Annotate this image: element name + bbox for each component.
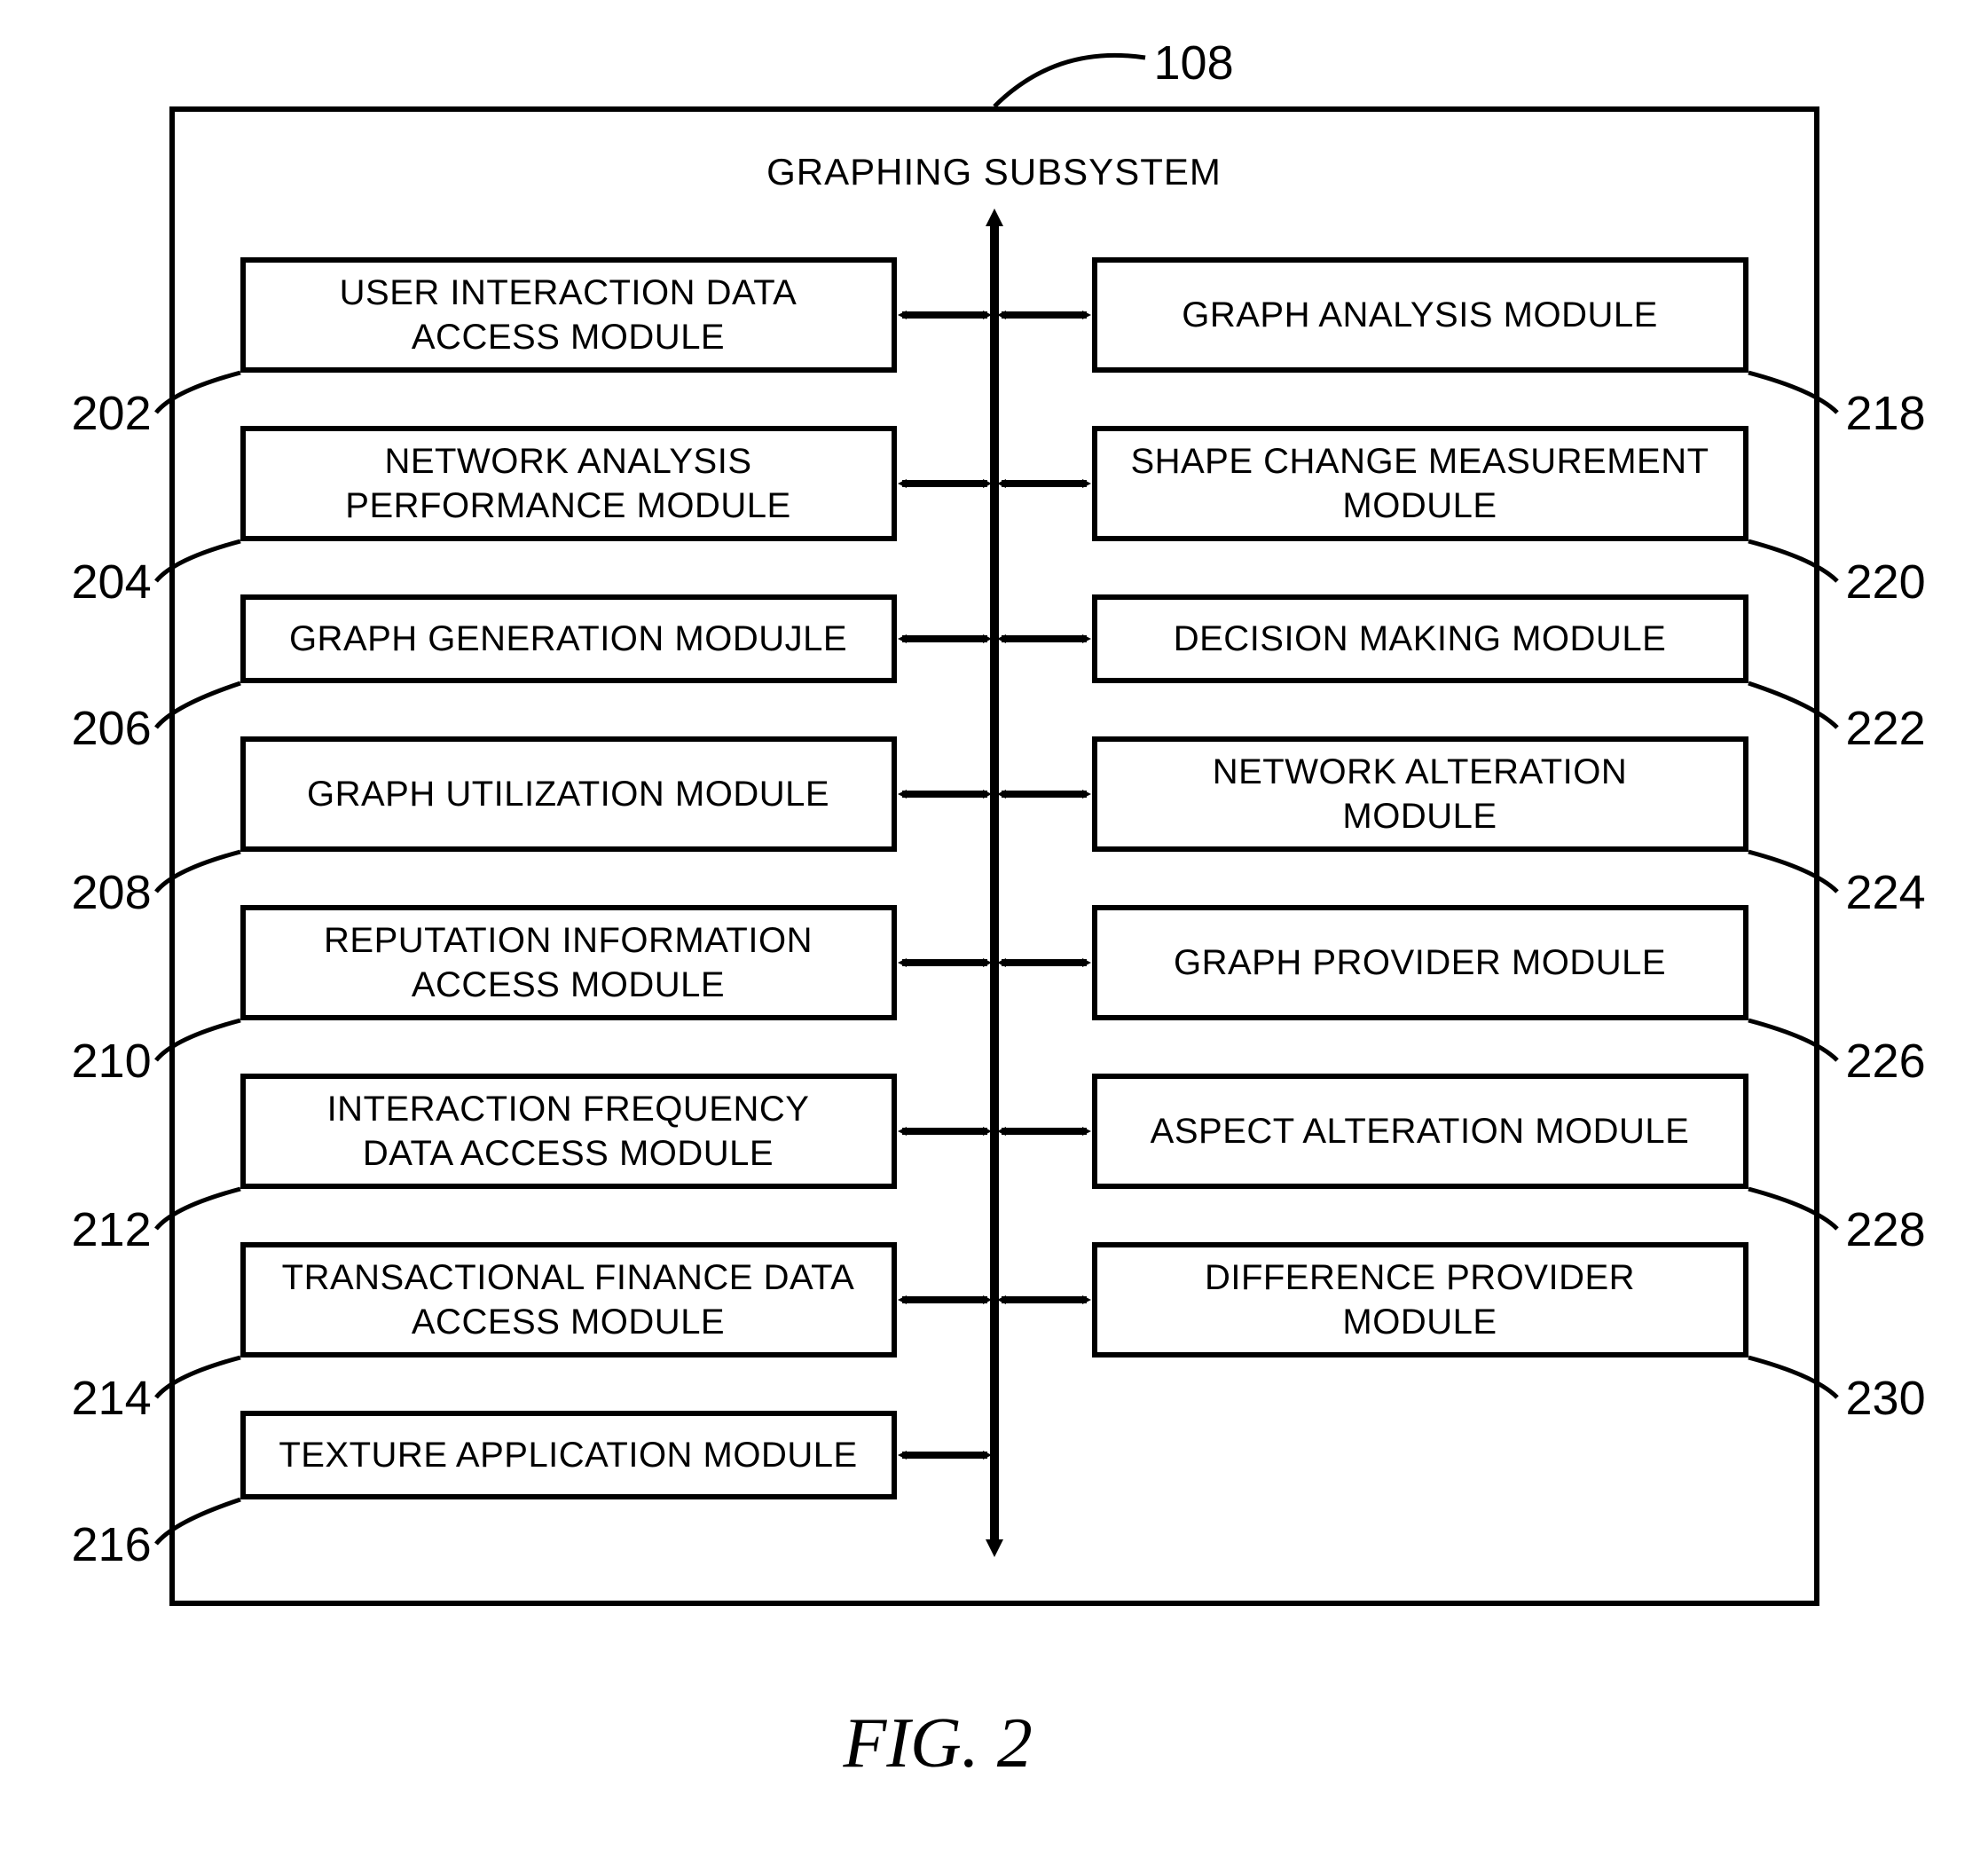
subsystem-title: GRAPHING SUBSYSTEM bbox=[640, 151, 1349, 193]
ref-210: 210 bbox=[72, 1034, 152, 1089]
module-user-interaction-data-access: USER INTERACTION DATAACCESS MODULE bbox=[240, 257, 897, 373]
module-texture-application: TEXTURE APPLICATION MODULE bbox=[240, 1411, 897, 1499]
module-interaction-frequency-data-access: INTERACTION FREQUENCYDATA ACCESS MODULE bbox=[240, 1074, 897, 1189]
ref-212: 212 bbox=[72, 1202, 152, 1257]
ref-228: 228 bbox=[1846, 1202, 1926, 1257]
diagram-canvas: GRAPHING SUBSYSTEM USER INTERACTION DATA… bbox=[36, 35, 1953, 1837]
ref-108: 108 bbox=[1154, 35, 1234, 91]
ref-204: 204 bbox=[72, 555, 152, 610]
figure-caption: FIG. 2 bbox=[844, 1704, 1033, 1784]
ref-208: 208 bbox=[72, 865, 152, 920]
module-transactional-finance-data-access: TRANSACTIONAL FINANCE DATAACCESS MODULE bbox=[240, 1242, 897, 1358]
module-aspect-alteration: ASPECT ALTERATION MODULE bbox=[1092, 1074, 1748, 1189]
ref-218: 218 bbox=[1846, 386, 1926, 441]
module-network-alteration: NETWORK ALTERATIONMODULE bbox=[1092, 736, 1748, 852]
ref-206: 206 bbox=[72, 701, 152, 756]
module-decision-making: DECISION MAKING MODULE bbox=[1092, 594, 1748, 683]
ref-202: 202 bbox=[72, 386, 152, 441]
module-reputation-information-access: REPUTATION INFORMATIONACCESS MODULE bbox=[240, 905, 897, 1020]
module-network-analysis-performance: NETWORK ANALYSISPERFORMANCE MODULE bbox=[240, 426, 897, 541]
module-graph-analysis: GRAPH ANALYSIS MODULE bbox=[1092, 257, 1748, 373]
module-graph-provider: GRAPH PROVIDER MODULE bbox=[1092, 905, 1748, 1020]
ref-222: 222 bbox=[1846, 701, 1926, 756]
ref-216: 216 bbox=[72, 1517, 152, 1572]
module-graph-utilization: GRAPH UTILIZATION MODULE bbox=[240, 736, 897, 852]
module-graph-generation: GRAPH GENERATION MODUJLE bbox=[240, 594, 897, 683]
module-shape-change-measurement: SHAPE CHANGE MEASUREMENTMODULE bbox=[1092, 426, 1748, 541]
module-difference-provider: DIFFERENCE PROVIDERMODULE bbox=[1092, 1242, 1748, 1358]
ref-224: 224 bbox=[1846, 865, 1926, 920]
ref-214: 214 bbox=[72, 1371, 152, 1426]
ref-230: 230 bbox=[1846, 1371, 1926, 1426]
lead-108 bbox=[994, 55, 1145, 106]
ref-226: 226 bbox=[1846, 1034, 1926, 1089]
ref-220: 220 bbox=[1846, 555, 1926, 610]
